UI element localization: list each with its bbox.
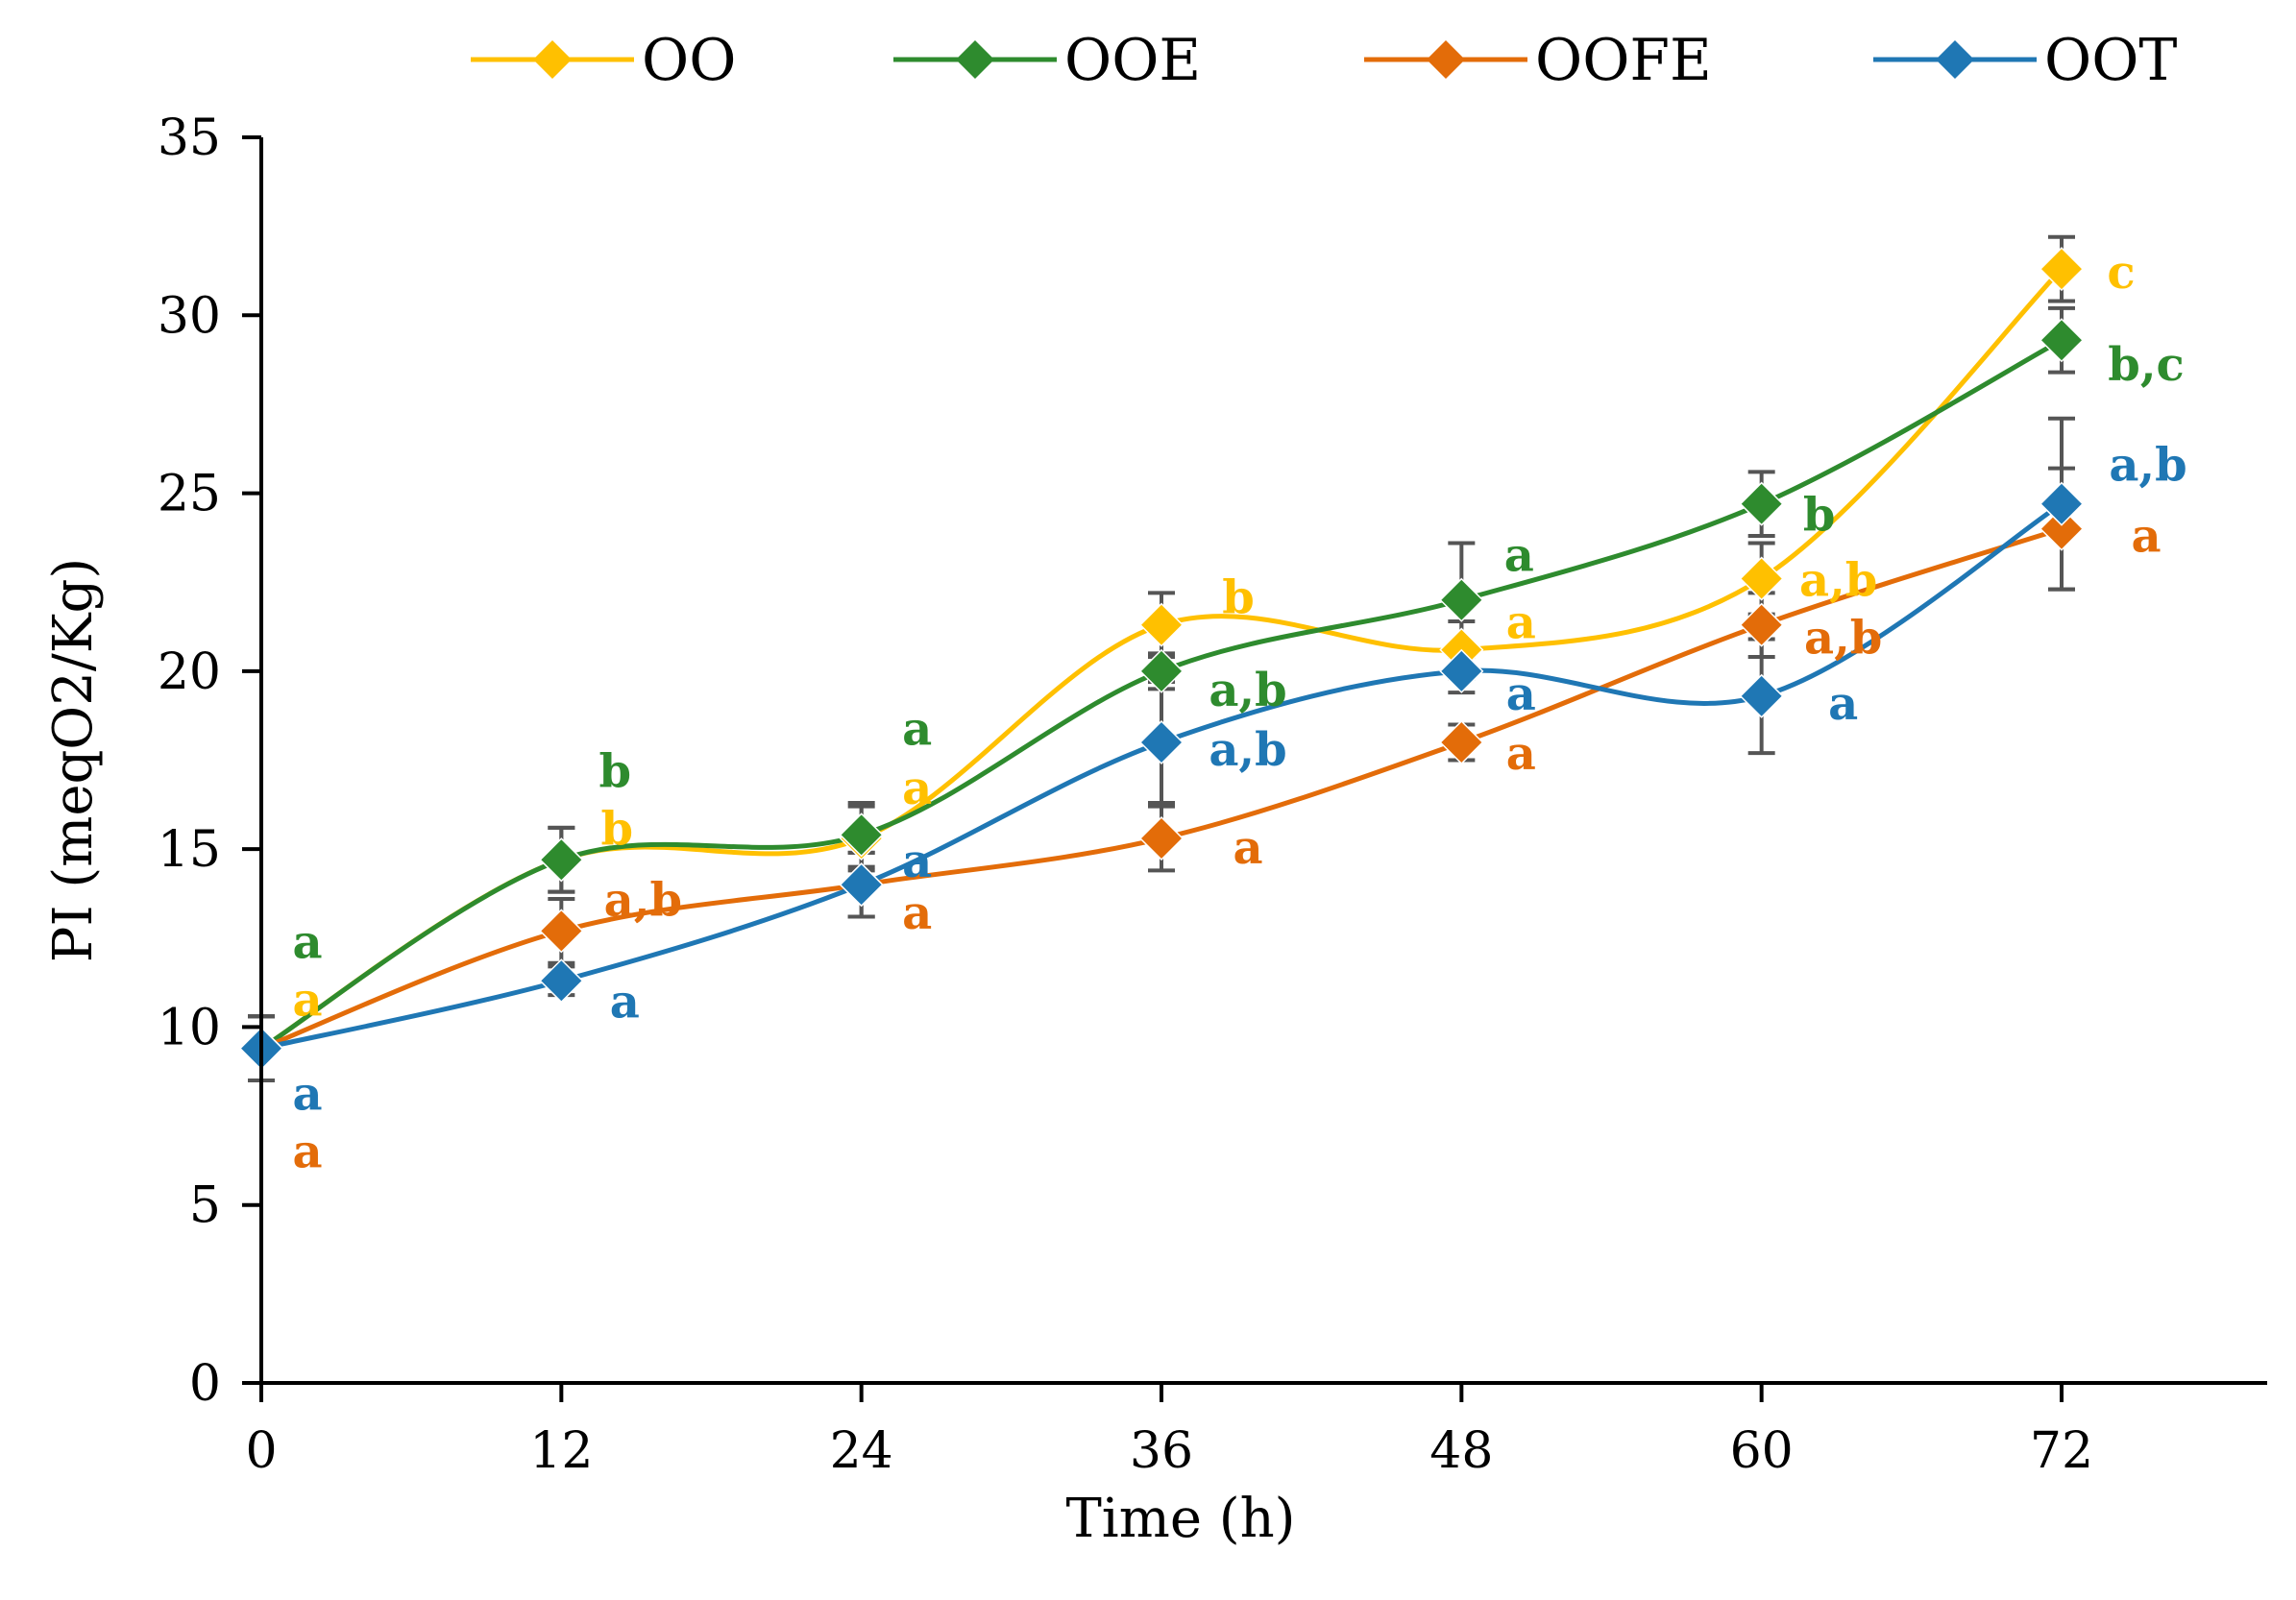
significance-letter-ooe: a,b <box>1209 664 1286 717</box>
legend-label-oo: OO <box>642 27 736 94</box>
legend-marker-oofe <box>1427 40 1465 79</box>
significance-letter-oot: a <box>902 835 932 888</box>
data-point-ooe <box>2039 318 2085 363</box>
significance-letter-ooe: b <box>1803 489 1836 543</box>
data-point-oofe <box>539 909 584 954</box>
y-tick-label: 20 <box>158 643 221 701</box>
legend-label-oot: OOT <box>2044 27 2177 94</box>
significance-letter-oo: a <box>1506 596 1536 650</box>
x-tick-label: 48 <box>1429 1422 1493 1480</box>
x-tick-label: 0 <box>245 1422 277 1480</box>
x-tick-label: 24 <box>830 1422 893 1480</box>
data-point-oo <box>1739 556 1784 601</box>
significance-letter-oo: b <box>601 802 634 856</box>
data-point-oot <box>2039 481 2085 526</box>
y-tick-label: 15 <box>158 821 221 879</box>
significance-letter-ooe: a <box>1504 529 1534 583</box>
data-point-ooe <box>1739 481 1784 526</box>
significance-letter-oo: b <box>1222 571 1255 625</box>
legend-item-oo: OO <box>471 27 736 94</box>
significance-letter-oofe: a <box>2131 510 2161 564</box>
data-point-oofe <box>1138 815 1185 861</box>
legend-label-oofe: OOFE <box>1535 27 1712 94</box>
significance-letter-oofe: a,b <box>604 873 682 927</box>
legend-marker-oot <box>1936 40 1974 79</box>
data-point-oo <box>1138 602 1185 647</box>
significance-letter-oo: c <box>2107 246 2135 300</box>
y-tick-label: 5 <box>189 1177 221 1235</box>
legend-marker-ooe <box>956 40 994 79</box>
significance-letter-oot: a,b <box>2109 439 2186 493</box>
significance-letter-ooe: a <box>292 916 322 970</box>
significance-letter-oo: a <box>902 762 932 815</box>
data-markers <box>238 247 2085 1071</box>
legend-item-oot: OOT <box>1873 27 2177 94</box>
x-tick-label: 72 <box>2030 1422 2093 1480</box>
x-axis-title: Time (h) <box>1065 1488 1295 1550</box>
y-tick-label: 25 <box>158 466 221 523</box>
x-tick-label: 60 <box>1730 1422 1794 1480</box>
significance-letter-ooe: b,c <box>2108 338 2185 392</box>
data-point-oo <box>2039 247 2085 292</box>
legend-label-ooe: OOE <box>1064 27 1201 94</box>
data-point-oofe <box>2039 506 2085 551</box>
data-point-oot <box>539 958 584 1004</box>
data-point-oot <box>1138 719 1185 765</box>
significance-letter-ooe: a <box>902 702 932 756</box>
significance-letter-oofe: a <box>1233 821 1262 875</box>
significance-letter-oofe: a <box>902 886 932 940</box>
significance-letter-oofe: a <box>1506 727 1536 781</box>
legend-item-ooe: OOE <box>893 27 1201 94</box>
data-point-ooe <box>539 837 584 883</box>
y-axis-title: PI (meqO2/Kg) <box>42 558 105 962</box>
significance-letter-oot: a <box>610 975 640 1029</box>
axes: 0 5 10 15 20 25 30 35 0 12 24 36 48 60 72 <box>158 109 2267 1480</box>
data-point-ooe <box>839 812 884 858</box>
data-point-oofe <box>1739 602 1784 647</box>
data-point-oot <box>839 862 884 908</box>
data-point-oot <box>1439 648 1484 693</box>
significance-letter-oot: a <box>292 1068 322 1122</box>
data-point-ooe <box>1439 577 1484 622</box>
significance-letter-ooe: b <box>599 744 632 798</box>
x-tick-label: 12 <box>529 1422 593 1480</box>
significance-letter-oofe: a,b <box>1804 612 1882 666</box>
significance-letter-oot: a <box>1828 677 1858 731</box>
y-tick-label: 30 <box>158 287 221 345</box>
data-point-oofe <box>1439 719 1484 765</box>
y-tick-label: 10 <box>158 999 221 1056</box>
significance-letter-oot: a,b <box>1209 723 1286 777</box>
significance-letter-oofe: a <box>292 1126 322 1179</box>
y-tick-label: 35 <box>158 109 221 167</box>
data-point-oot <box>1739 673 1784 718</box>
legend-item-oofe: OOFE <box>1364 27 1712 94</box>
significance-letter-oot: a <box>1506 667 1536 721</box>
significance-letter-oo: a <box>292 974 322 1028</box>
y-tick-label: 0 <box>189 1355 221 1413</box>
legend-marker-oo <box>533 40 572 79</box>
significance-letter-oo: a,b <box>1799 554 1877 608</box>
legend: OO OOE OOFE OOT <box>471 27 2177 94</box>
data-point-ooe <box>1138 648 1185 693</box>
x-tick-label: 36 <box>1130 1422 1193 1480</box>
